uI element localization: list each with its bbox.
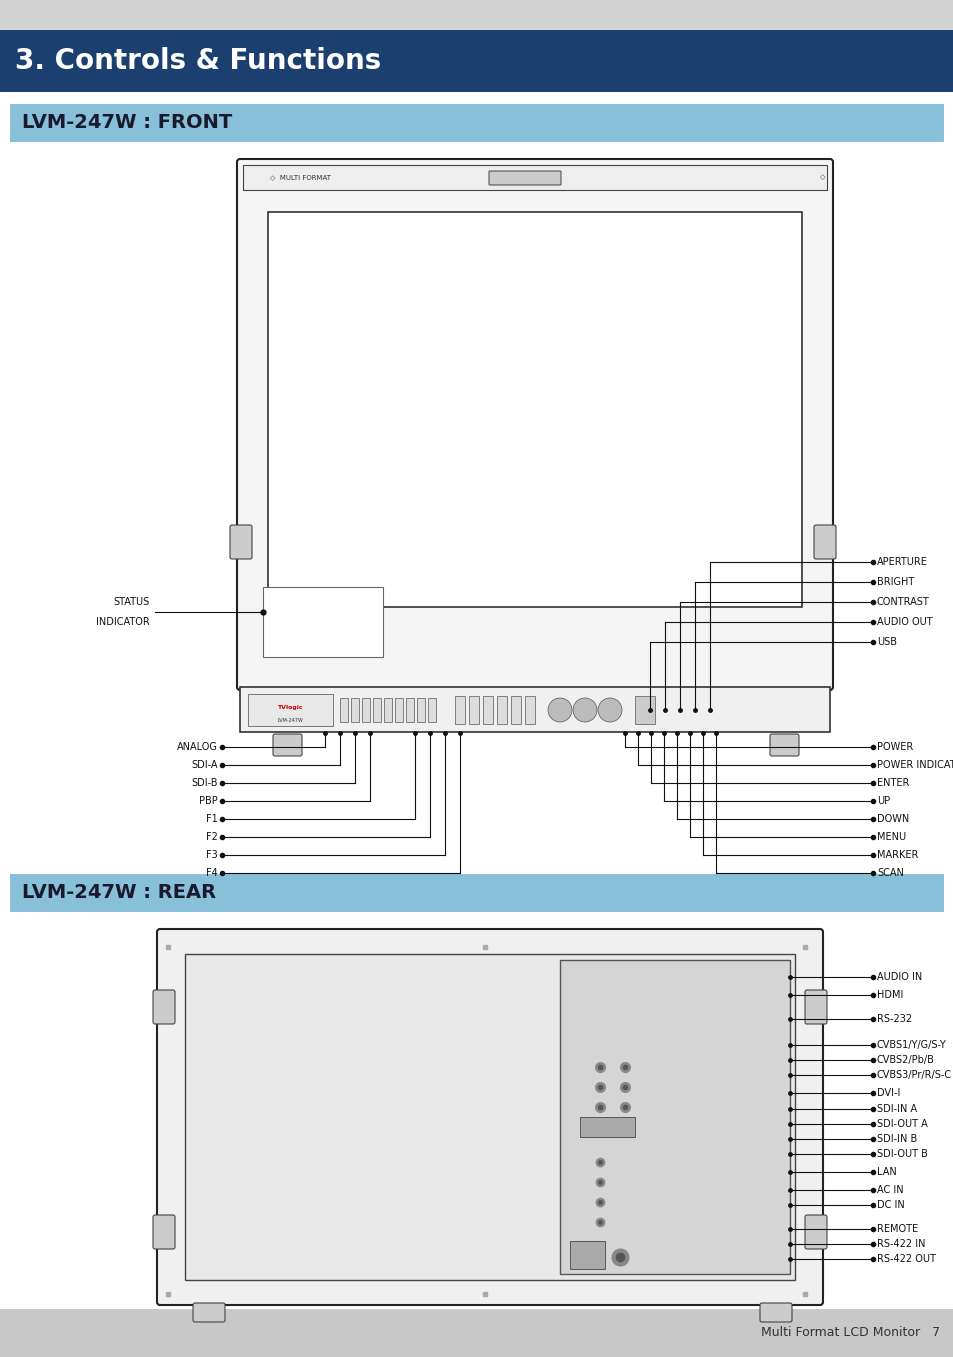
- Text: SDI-B: SDI-B: [192, 778, 218, 788]
- FancyBboxPatch shape: [497, 696, 506, 725]
- Text: SDI-A: SDI-A: [192, 760, 218, 769]
- FancyBboxPatch shape: [760, 1303, 791, 1322]
- FancyBboxPatch shape: [569, 1242, 604, 1269]
- Text: SDI-IN A: SDI-IN A: [876, 1105, 916, 1114]
- FancyBboxPatch shape: [339, 697, 348, 722]
- FancyBboxPatch shape: [185, 954, 794, 1280]
- Circle shape: [598, 697, 621, 722]
- FancyBboxPatch shape: [804, 991, 826, 1025]
- FancyBboxPatch shape: [193, 1303, 225, 1322]
- FancyBboxPatch shape: [579, 1117, 635, 1137]
- Text: SDI-IN B: SDI-IN B: [876, 1134, 916, 1144]
- Text: CVBS2/Pb/B: CVBS2/Pb/B: [876, 1054, 934, 1065]
- Text: MENU: MENU: [876, 832, 905, 841]
- Text: ◇  MULTI FORMAT: ◇ MULTI FORMAT: [270, 174, 331, 180]
- Text: TVlogic: TVlogic: [277, 706, 302, 711]
- FancyBboxPatch shape: [373, 697, 380, 722]
- FancyBboxPatch shape: [361, 697, 370, 722]
- FancyBboxPatch shape: [469, 696, 478, 725]
- FancyBboxPatch shape: [635, 696, 655, 725]
- Text: SCAN: SCAN: [876, 868, 902, 878]
- Text: STATUS: STATUS: [113, 597, 150, 607]
- Text: ◇: ◇: [820, 174, 824, 180]
- Text: DOWN: DOWN: [876, 814, 908, 824]
- Text: Multi Format LCD Monitor   7: Multi Format LCD Monitor 7: [760, 1327, 939, 1339]
- Text: ANALOG: ANALOG: [177, 742, 218, 752]
- FancyBboxPatch shape: [511, 696, 520, 725]
- FancyBboxPatch shape: [152, 991, 174, 1025]
- Text: POWER: POWER: [876, 742, 912, 752]
- Text: APERTURE: APERTURE: [876, 556, 927, 567]
- Text: AUDIO OUT: AUDIO OUT: [876, 617, 932, 627]
- Text: POWER INDICATOR: POWER INDICATOR: [876, 760, 953, 769]
- Text: MARKER: MARKER: [876, 849, 918, 860]
- Text: UP: UP: [876, 797, 889, 806]
- FancyBboxPatch shape: [804, 1215, 826, 1248]
- Text: INDICATOR: INDICATOR: [96, 617, 150, 627]
- FancyBboxPatch shape: [248, 693, 333, 726]
- Text: CVBS1/Y/G/S-Y: CVBS1/Y/G/S-Y: [876, 1039, 945, 1050]
- Text: F2: F2: [206, 832, 218, 841]
- Text: SDI-OUT A: SDI-OUT A: [876, 1120, 926, 1129]
- Text: CONTRAST: CONTRAST: [876, 597, 929, 607]
- Text: F1: F1: [206, 814, 218, 824]
- Text: LVM-247W : REAR: LVM-247W : REAR: [22, 883, 216, 902]
- FancyBboxPatch shape: [395, 697, 402, 722]
- FancyBboxPatch shape: [482, 696, 493, 725]
- Text: LVM-247W: LVM-247W: [276, 718, 303, 722]
- Text: 3. Controls & Functions: 3. Controls & Functions: [15, 47, 381, 75]
- FancyBboxPatch shape: [384, 697, 392, 722]
- FancyBboxPatch shape: [152, 1215, 174, 1248]
- FancyBboxPatch shape: [157, 930, 822, 1305]
- FancyBboxPatch shape: [524, 696, 535, 725]
- Text: RS-232: RS-232: [876, 1014, 911, 1025]
- FancyBboxPatch shape: [416, 697, 424, 722]
- FancyBboxPatch shape: [230, 525, 252, 559]
- FancyBboxPatch shape: [406, 697, 414, 722]
- FancyBboxPatch shape: [268, 212, 801, 607]
- Text: PBP: PBP: [199, 797, 218, 806]
- FancyBboxPatch shape: [559, 959, 789, 1274]
- Circle shape: [573, 697, 597, 722]
- Text: AUDIO IN: AUDIO IN: [876, 972, 922, 982]
- FancyBboxPatch shape: [428, 697, 436, 722]
- Text: ENTER: ENTER: [876, 778, 908, 788]
- FancyBboxPatch shape: [769, 734, 799, 756]
- FancyBboxPatch shape: [455, 696, 464, 725]
- FancyBboxPatch shape: [263, 588, 382, 657]
- Text: AC IN: AC IN: [876, 1185, 902, 1196]
- Text: F3: F3: [206, 849, 218, 860]
- FancyBboxPatch shape: [273, 734, 302, 756]
- Text: RS-422 IN: RS-422 IN: [876, 1239, 924, 1248]
- Text: LVM-247W : FRONT: LVM-247W : FRONT: [22, 114, 232, 133]
- FancyBboxPatch shape: [351, 697, 358, 722]
- FancyBboxPatch shape: [10, 874, 943, 912]
- Text: SDI-OUT B: SDI-OUT B: [876, 1149, 927, 1159]
- FancyBboxPatch shape: [0, 30, 953, 92]
- Circle shape: [547, 697, 572, 722]
- Text: REMOTE: REMOTE: [876, 1224, 917, 1234]
- FancyBboxPatch shape: [10, 104, 943, 142]
- Text: USB: USB: [876, 636, 896, 647]
- FancyBboxPatch shape: [813, 525, 835, 559]
- FancyBboxPatch shape: [240, 687, 829, 731]
- Text: DVI-I: DVI-I: [876, 1088, 900, 1098]
- FancyBboxPatch shape: [243, 166, 826, 190]
- FancyBboxPatch shape: [0, 0, 953, 30]
- Text: DC IN: DC IN: [876, 1200, 903, 1210]
- FancyBboxPatch shape: [236, 159, 832, 689]
- Text: LAN: LAN: [876, 1167, 896, 1177]
- Text: F4: F4: [206, 868, 218, 878]
- Text: CVBS3/Pr/R/S-C: CVBS3/Pr/R/S-C: [876, 1071, 951, 1080]
- Text: BRIGHT: BRIGHT: [876, 577, 913, 588]
- FancyBboxPatch shape: [0, 1310, 953, 1357]
- FancyBboxPatch shape: [489, 171, 560, 185]
- Text: RS-422 OUT: RS-422 OUT: [876, 1254, 935, 1263]
- Text: HDMI: HDMI: [876, 991, 902, 1000]
